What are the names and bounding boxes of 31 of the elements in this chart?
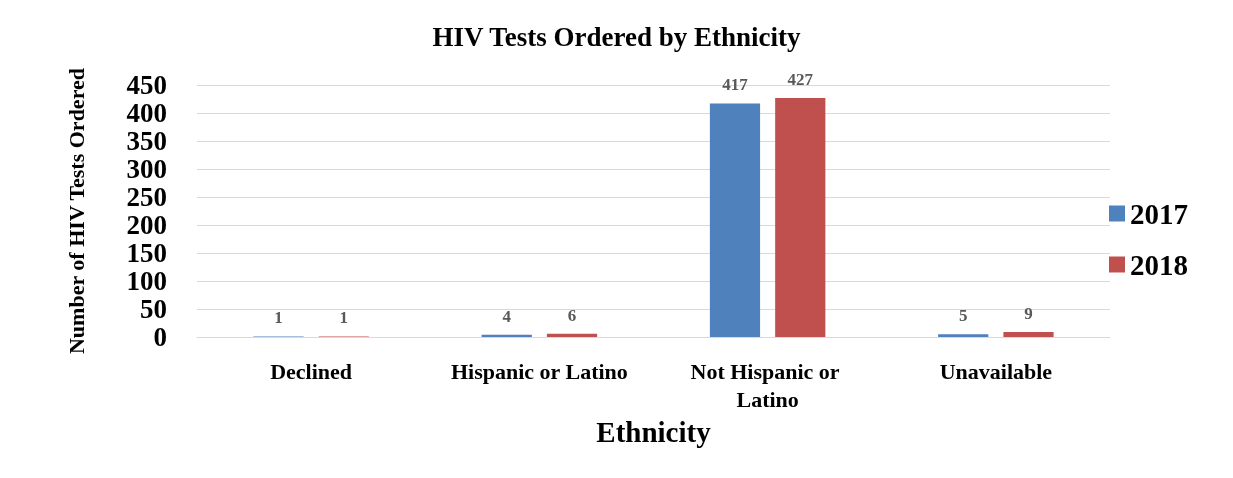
data-label: 6 (567, 305, 577, 325)
x-tick-label: Hispanic or Latino (450, 358, 628, 384)
y-tick-label: 100 (126, 266, 167, 296)
y-tick-label: 0 (153, 322, 167, 352)
bar (938, 334, 989, 337)
y-tick-label: 50 (140, 294, 167, 324)
y-tick-label: 350 (126, 126, 167, 156)
legend-label: 2018 (1130, 248, 1188, 281)
y-tick-label: 300 (126, 154, 167, 184)
y-tick-label: 450 (126, 70, 167, 100)
data-label: 417 (722, 75, 749, 95)
data-label: 1 (339, 308, 349, 328)
y-tick-label: 400 (126, 98, 167, 128)
y-axis-title: Number of HIV Tests Ordered (63, 67, 89, 355)
chart-title: HIV Tests Ordered by Ethnicity (432, 21, 802, 52)
bar (1003, 331, 1054, 337)
data-label: 1 (274, 308, 283, 328)
x-tick-label: Unavailable (939, 358, 1053, 384)
y-tick-label: 250 (126, 182, 167, 212)
y-tick-label: 150 (126, 238, 167, 268)
x-axis-title: Ethnicity (596, 416, 712, 449)
x-tick-label: Declined (270, 358, 353, 384)
data-label: 4 (502, 306, 512, 326)
legend-label: 2017 (1130, 197, 1188, 230)
y-tick-label: 200 (126, 210, 167, 240)
data-label: 427 (787, 69, 814, 89)
bar (775, 97, 826, 337)
data-label: 9 (1024, 303, 1033, 323)
data-label: 5 (958, 306, 968, 326)
x-tick-label: Not Hispanic or Latino (690, 358, 845, 412)
bar (709, 103, 761, 337)
